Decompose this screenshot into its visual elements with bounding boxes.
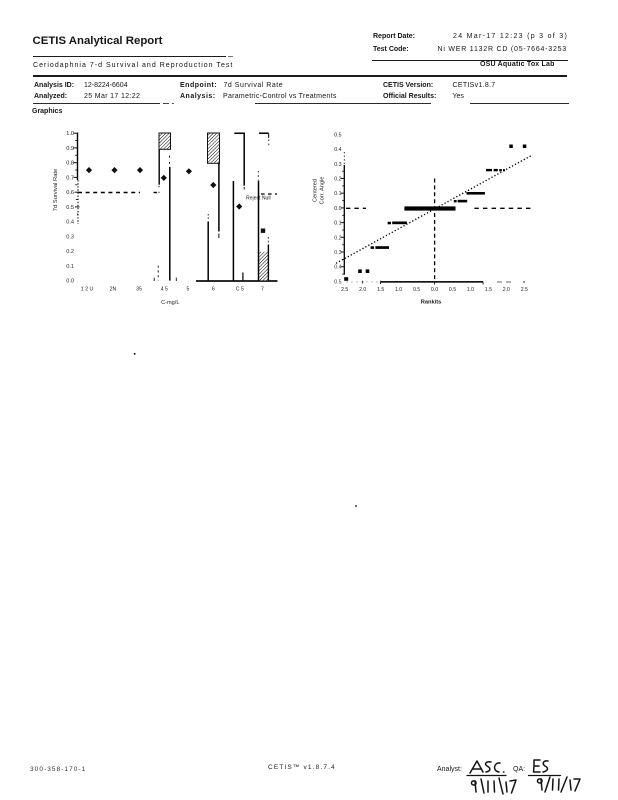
svg-text:0.5: 0.5: [334, 279, 341, 285]
svg-text:1.0: 1.0: [66, 131, 74, 137]
svg-text:1.0: 1.0: [467, 287, 474, 293]
svg-text:0.3: 0.3: [334, 250, 341, 256]
svg-text:2.0: 2.0: [359, 287, 366, 293]
svg-text:0.1: 0.1: [334, 221, 341, 227]
svg-text:1.5: 1.5: [377, 287, 384, 293]
svg-text:4 5: 4 5: [161, 287, 168, 293]
svg-text:0.5: 0.5: [334, 132, 341, 138]
svg-text:Rankits: Rankits: [421, 300, 442, 306]
svg-text:C 5: C 5: [236, 287, 244, 293]
svg-text:5: 5: [187, 287, 190, 293]
svg-text:1 2 U: 1 2 U: [81, 287, 94, 293]
svg-text:Corr. Angle: Corr. Angle: [320, 177, 326, 205]
svg-text:0.1: 0.1: [66, 264, 74, 270]
svg-text:0.0: 0.0: [431, 287, 438, 293]
svg-text:0.0: 0.0: [334, 206, 341, 212]
svg-text:35: 35: [136, 287, 142, 293]
svg-text:0.6: 0.6: [66, 190, 74, 196]
svg-text:C-mg/L: C-mg/L: [161, 300, 179, 306]
svg-text:0.2: 0.2: [334, 235, 341, 241]
svg-text:0.2: 0.2: [334, 177, 341, 183]
svg-text:0.9: 0.9: [66, 146, 74, 152]
svg-text:0.7: 0.7: [66, 175, 74, 181]
svg-text:1.0: 1.0: [395, 287, 402, 293]
svg-text:0.1: 0.1: [334, 191, 341, 197]
svg-text:0.5: 0.5: [66, 205, 74, 211]
svg-text:0.8: 0.8: [66, 161, 74, 167]
svg-text:0.2: 0.2: [66, 249, 74, 255]
svg-text:0.4: 0.4: [334, 147, 341, 153]
svg-text:2.0: 2.0: [503, 287, 510, 293]
svg-text:0.4: 0.4: [66, 220, 74, 226]
svg-text:7d Survival Rate: 7d Survival Rate: [53, 169, 59, 212]
svg-text:Centered: Centered: [313, 179, 319, 202]
svg-text:0.4: 0.4: [334, 265, 341, 271]
svg-text:7: 7: [261, 287, 264, 293]
svg-text:Reject Null: Reject Null: [246, 196, 271, 202]
svg-text:1.5: 1.5: [485, 287, 492, 293]
svg-text:0.5: 0.5: [449, 287, 456, 293]
svg-text:0.3: 0.3: [334, 162, 341, 168]
svg-text:2.5: 2.5: [521, 287, 528, 293]
svg-text:6: 6: [212, 287, 215, 293]
svg-text:0.0: 0.0: [66, 279, 74, 285]
svg-text:0.3: 0.3: [66, 234, 74, 240]
svg-text:2.5: 2.5: [341, 287, 348, 293]
svg-text:2N: 2N: [110, 287, 117, 293]
svg-text:0.5: 0.5: [413, 287, 420, 293]
